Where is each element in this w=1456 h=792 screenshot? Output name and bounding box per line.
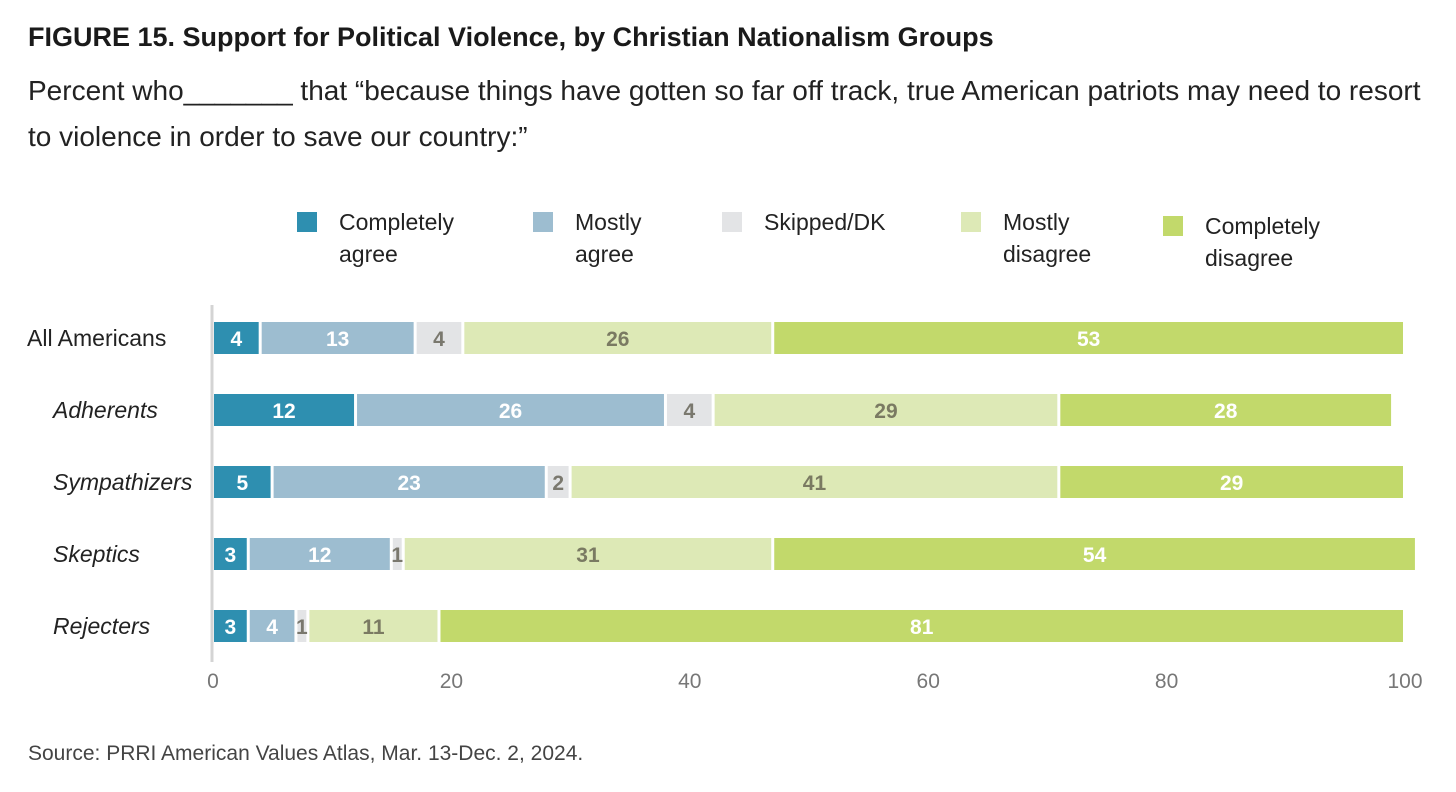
legend-label: Completely bbox=[1205, 213, 1321, 239]
bar-segment bbox=[357, 394, 664, 426]
legend-label: Skipped/DK bbox=[764, 209, 886, 235]
legend-label: Completely bbox=[339, 209, 455, 235]
data-label: 4 bbox=[266, 616, 278, 639]
data-label: 12 bbox=[272, 400, 295, 423]
bar-segment bbox=[249, 610, 295, 642]
legend-label: disagree bbox=[1003, 241, 1091, 267]
x-tick-label: 0 bbox=[207, 670, 219, 693]
legend-label: agree bbox=[575, 241, 634, 267]
category-label: Adherents bbox=[51, 397, 158, 423]
x-tick-label: 80 bbox=[1155, 670, 1178, 693]
legend-swatch bbox=[722, 212, 742, 232]
legend-swatch bbox=[297, 212, 317, 232]
data-label: 3 bbox=[225, 544, 237, 567]
data-label: 4 bbox=[230, 328, 242, 351]
bar-segment bbox=[297, 610, 307, 642]
data-label: 53 bbox=[1077, 328, 1100, 351]
bar-segment bbox=[666, 394, 712, 426]
bar-segment bbox=[464, 322, 772, 354]
bar-segment bbox=[416, 322, 462, 354]
category-label: Sympathizers bbox=[53, 469, 193, 495]
category-label: Rejecters bbox=[53, 613, 151, 639]
legend-swatch bbox=[533, 212, 553, 232]
bar-segment bbox=[392, 538, 402, 570]
bar-segment bbox=[214, 394, 355, 426]
bar-segment bbox=[774, 538, 1415, 570]
data-label: 41 bbox=[803, 472, 827, 495]
bar-segment bbox=[714, 394, 1058, 426]
chart-title: FIGURE 15. Support for Political Violenc… bbox=[28, 22, 994, 52]
data-label: 28 bbox=[1214, 400, 1238, 423]
data-label: 4 bbox=[683, 400, 695, 423]
bar-segment bbox=[1060, 466, 1403, 498]
data-label: 5 bbox=[236, 472, 248, 495]
bar-segment bbox=[1060, 394, 1392, 426]
x-tick-label: 60 bbox=[917, 670, 940, 693]
legend-label: disagree bbox=[1205, 245, 1293, 271]
data-label: 2 bbox=[552, 472, 564, 495]
bar-segment bbox=[261, 322, 414, 354]
category-label: Skeptics bbox=[53, 541, 140, 567]
data-label: 81 bbox=[910, 616, 934, 639]
legend-label: Mostly bbox=[1003, 209, 1070, 235]
chart-subtitle: Percent who_______ that “because things … bbox=[28, 75, 1421, 152]
data-label: 12 bbox=[308, 544, 331, 567]
data-label: 26 bbox=[606, 328, 629, 351]
data-label: 3 bbox=[225, 616, 237, 639]
bar-segment bbox=[273, 466, 545, 498]
legend-label: agree bbox=[339, 241, 398, 267]
bar-segment bbox=[214, 466, 271, 498]
data-label: 4 bbox=[433, 328, 445, 351]
x-tick-label: 40 bbox=[678, 670, 701, 693]
data-label: 1 bbox=[296, 616, 308, 639]
data-label: 31 bbox=[576, 544, 600, 567]
x-tick-label: 100 bbox=[1387, 670, 1422, 693]
data-label: 11 bbox=[362, 616, 385, 639]
bar-segment bbox=[214, 538, 247, 570]
data-label: 13 bbox=[326, 328, 349, 351]
x-tick-label: 20 bbox=[440, 670, 463, 693]
legend-label: Mostly bbox=[575, 209, 642, 235]
data-label: 1 bbox=[391, 544, 403, 567]
bar-segment bbox=[440, 610, 1404, 642]
category-label: All Americans bbox=[27, 325, 166, 351]
data-label: 29 bbox=[874, 400, 897, 423]
source-note: Source: PRRI American Values Atlas, Mar.… bbox=[28, 742, 584, 765]
bar-segment bbox=[571, 466, 1058, 498]
bar-segment bbox=[547, 466, 569, 498]
data-label: 29 bbox=[1220, 472, 1243, 495]
bar-segment bbox=[214, 610, 247, 642]
bar-segment bbox=[774, 322, 1403, 354]
legend-swatch bbox=[961, 212, 981, 232]
bar-segment bbox=[249, 538, 390, 570]
bar-segment bbox=[404, 538, 772, 570]
data-label: 26 bbox=[499, 400, 522, 423]
legend-swatch bbox=[1163, 216, 1183, 236]
bar-segment bbox=[309, 610, 438, 642]
bar-segment bbox=[214, 322, 259, 354]
data-label: 23 bbox=[398, 472, 421, 495]
data-label: 54 bbox=[1083, 544, 1107, 567]
